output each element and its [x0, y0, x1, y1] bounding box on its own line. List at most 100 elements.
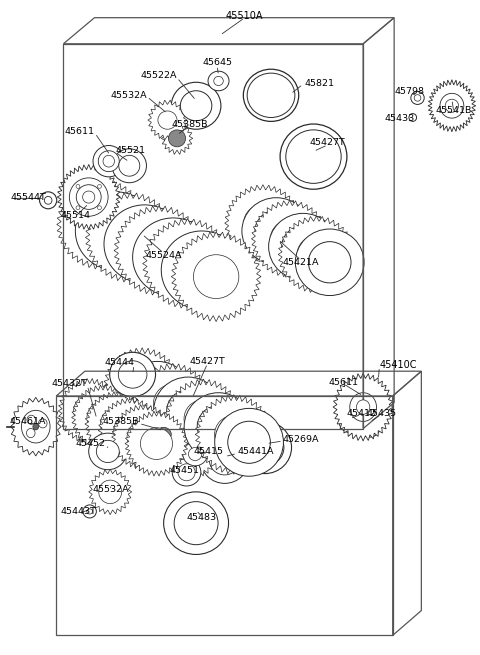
Polygon shape	[171, 232, 261, 322]
Ellipse shape	[136, 374, 179, 417]
Ellipse shape	[246, 429, 284, 466]
Ellipse shape	[136, 229, 181, 272]
Polygon shape	[333, 373, 393, 441]
Ellipse shape	[44, 196, 52, 204]
Ellipse shape	[242, 198, 311, 264]
Text: 45483: 45483	[187, 514, 217, 523]
Ellipse shape	[209, 446, 240, 475]
Ellipse shape	[270, 220, 309, 257]
Ellipse shape	[337, 379, 389, 436]
Ellipse shape	[93, 145, 124, 177]
Polygon shape	[134, 364, 211, 443]
Polygon shape	[58, 379, 121, 443]
Ellipse shape	[156, 427, 171, 441]
Ellipse shape	[350, 393, 376, 421]
Ellipse shape	[357, 400, 370, 414]
Text: 45522A: 45522A	[141, 71, 177, 81]
Ellipse shape	[214, 77, 223, 86]
Polygon shape	[85, 193, 175, 282]
Polygon shape	[72, 385, 134, 450]
Ellipse shape	[360, 416, 380, 437]
Text: 45514: 45514	[60, 211, 90, 220]
Ellipse shape	[98, 151, 119, 172]
Polygon shape	[57, 164, 120, 230]
Ellipse shape	[118, 361, 147, 388]
Polygon shape	[89, 469, 132, 515]
Text: 45452: 45452	[75, 439, 106, 448]
Ellipse shape	[184, 400, 223, 438]
Ellipse shape	[183, 442, 207, 466]
Ellipse shape	[83, 191, 95, 203]
Ellipse shape	[295, 229, 364, 295]
Ellipse shape	[100, 408, 132, 440]
Ellipse shape	[170, 132, 184, 145]
Ellipse shape	[123, 369, 161, 407]
Text: 45611: 45611	[328, 378, 358, 387]
Ellipse shape	[215, 408, 283, 476]
Ellipse shape	[73, 395, 106, 427]
Ellipse shape	[157, 428, 170, 440]
Text: 45269A: 45269A	[283, 435, 320, 444]
Ellipse shape	[174, 502, 218, 545]
Ellipse shape	[114, 415, 146, 447]
Ellipse shape	[228, 421, 270, 463]
Text: 45521: 45521	[116, 145, 146, 155]
Ellipse shape	[440, 94, 464, 118]
Polygon shape	[57, 179, 146, 269]
Ellipse shape	[244, 204, 282, 242]
Ellipse shape	[119, 155, 140, 176]
Ellipse shape	[177, 246, 227, 294]
Text: 45427T: 45427T	[190, 357, 226, 366]
Ellipse shape	[167, 390, 209, 432]
Ellipse shape	[69, 178, 108, 216]
Text: 45444: 45444	[104, 358, 134, 367]
Text: 45532A: 45532A	[110, 91, 147, 100]
Ellipse shape	[180, 91, 212, 121]
Text: 45798: 45798	[395, 87, 425, 96]
Ellipse shape	[269, 214, 337, 280]
Ellipse shape	[38, 419, 47, 428]
Ellipse shape	[26, 428, 35, 438]
Ellipse shape	[39, 192, 57, 209]
Ellipse shape	[164, 492, 228, 555]
Ellipse shape	[83, 505, 96, 518]
Polygon shape	[148, 100, 187, 140]
Ellipse shape	[112, 149, 146, 183]
Ellipse shape	[339, 411, 360, 432]
Ellipse shape	[215, 415, 253, 453]
Text: 45441A: 45441A	[237, 447, 274, 456]
Ellipse shape	[127, 421, 159, 453]
Polygon shape	[11, 398, 61, 456]
Polygon shape	[165, 379, 242, 458]
Ellipse shape	[97, 185, 101, 189]
Text: 45410C: 45410C	[379, 360, 417, 370]
Ellipse shape	[189, 447, 202, 460]
Text: 45385B: 45385B	[172, 119, 208, 128]
Ellipse shape	[158, 111, 177, 129]
Ellipse shape	[154, 384, 192, 422]
Ellipse shape	[184, 393, 253, 460]
Ellipse shape	[22, 410, 50, 443]
Ellipse shape	[89, 433, 127, 470]
Text: 45524A: 45524A	[145, 252, 182, 260]
Text: 45611: 45611	[64, 127, 95, 136]
Ellipse shape	[411, 92, 424, 104]
Polygon shape	[428, 80, 476, 132]
Ellipse shape	[132, 218, 214, 296]
Polygon shape	[172, 431, 218, 477]
Ellipse shape	[238, 421, 291, 474]
Ellipse shape	[297, 236, 336, 273]
Ellipse shape	[104, 205, 185, 283]
Text: 45435: 45435	[366, 409, 396, 418]
Polygon shape	[225, 185, 301, 261]
Polygon shape	[85, 392, 148, 457]
Ellipse shape	[96, 440, 119, 462]
Polygon shape	[125, 411, 188, 476]
Text: 45821: 45821	[304, 79, 335, 88]
Ellipse shape	[75, 192, 156, 270]
Text: 45645: 45645	[202, 58, 232, 67]
Ellipse shape	[123, 362, 192, 429]
Polygon shape	[149, 419, 179, 450]
Text: 45421A: 45421A	[283, 258, 319, 267]
Polygon shape	[161, 122, 193, 155]
